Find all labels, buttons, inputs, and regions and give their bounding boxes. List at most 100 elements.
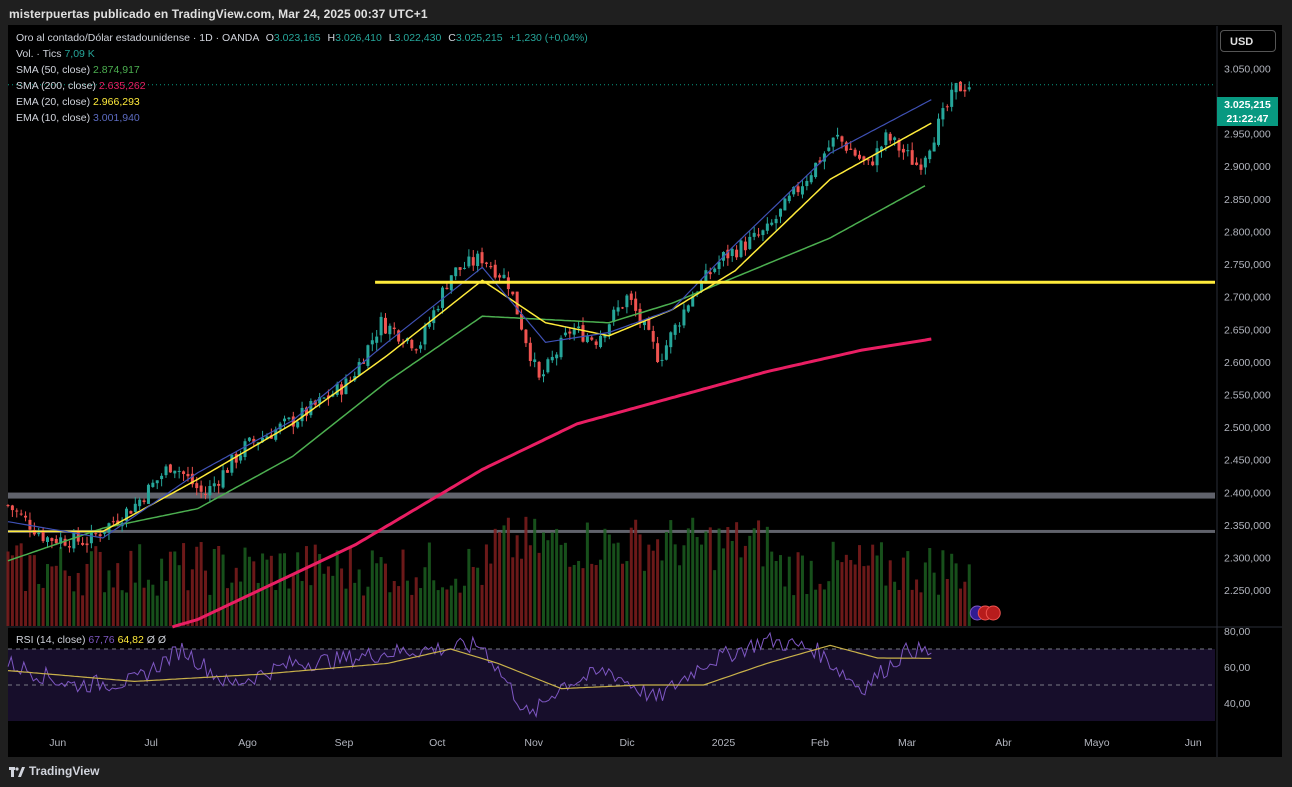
- sma50-legend[interactable]: SMA (50, close) 2.874,917: [16, 64, 140, 76]
- volume-bar: [559, 544, 563, 626]
- volume-bar: [335, 550, 339, 626]
- time-tick-label: Jun: [49, 737, 66, 749]
- volume-bar: [515, 535, 519, 626]
- volume-bar: [682, 545, 686, 626]
- candle-body: [779, 208, 783, 217]
- chart-frame[interactable]: [8, 25, 1282, 757]
- price-tick-label: 2.800,000: [1224, 226, 1271, 238]
- volume-bar: [607, 534, 611, 626]
- volume-bar: [748, 535, 752, 626]
- volume-bar: [686, 528, 690, 626]
- volume-bar: [673, 544, 677, 626]
- symbol-legend[interactable]: Oro al contado/Dólar estadounidense · 1D…: [16, 32, 588, 44]
- volume-bar: [704, 531, 708, 626]
- candle-body: [752, 232, 756, 237]
- volume-bar: [278, 553, 282, 626]
- ema10-legend[interactable]: EMA (10, close) 3.001,940: [16, 112, 140, 124]
- volume-bar: [265, 559, 269, 626]
- volume-bar: [357, 569, 361, 626]
- sma200-legend[interactable]: SMA (200, close) 2.635,262: [16, 80, 146, 92]
- volume-bar: [94, 546, 98, 626]
- price-tick-label: 2.450,000: [1224, 455, 1271, 467]
- candle-body: [221, 470, 225, 488]
- time-tick-label: Ago: [238, 737, 257, 749]
- low-value: 3.022,430: [394, 32, 442, 44]
- volume-value: 7,09 K: [64, 48, 95, 60]
- candle-body: [642, 321, 646, 326]
- volume-bar: [81, 595, 85, 626]
- candle-body: [46, 537, 50, 542]
- candle-body: [445, 287, 449, 290]
- price-tick-label: 2.350,000: [1224, 520, 1271, 532]
- candle-body: [278, 423, 282, 430]
- candle-body: [713, 268, 717, 272]
- time-tick-label: Nov: [524, 737, 543, 749]
- candle-body: [296, 421, 300, 428]
- volume-bar: [256, 582, 260, 626]
- tradingview-footer[interactable]: TradingView: [9, 764, 99, 778]
- candle-body: [480, 252, 484, 264]
- volume-bar: [221, 554, 225, 626]
- candle-body: [748, 236, 752, 249]
- candle-body: [928, 150, 932, 160]
- ema20-value: 2.966,293: [93, 96, 140, 108]
- price-tick-label: 2.950,000: [1224, 129, 1271, 141]
- candle-body: [629, 293, 633, 300]
- candle-body: [81, 542, 85, 545]
- candle-body: [6, 505, 10, 507]
- candle-body: [897, 139, 901, 151]
- volume-bar: [524, 516, 528, 626]
- candle-body: [700, 280, 704, 292]
- currency-button[interactable]: USD: [1220, 30, 1276, 52]
- price-tick-label: 2.300,000: [1224, 553, 1271, 565]
- candle-body: [94, 533, 98, 535]
- volume-bar: [910, 589, 914, 626]
- volume-bar: [787, 556, 791, 626]
- volume-bar: [849, 560, 853, 626]
- volume-bar: [160, 558, 164, 626]
- volume-bar: [669, 520, 673, 626]
- candle-body: [247, 437, 251, 441]
- candle-body: [594, 341, 598, 345]
- volume-bar: [24, 590, 28, 626]
- candle-body: [836, 134, 840, 137]
- volume-bar: [212, 548, 216, 626]
- volume-legend[interactable]: Vol. · Tics 7,09 K: [16, 48, 95, 60]
- volume-bar: [142, 587, 146, 626]
- candle-body: [941, 108, 945, 120]
- volume-bar: [836, 560, 840, 626]
- volume-bar: [528, 545, 532, 626]
- rsi-legend[interactable]: RSI (14, close) 67,76 64,82 Ø Ø: [16, 634, 166, 646]
- ma-line-sma-200-close-: [171, 337, 932, 629]
- candle-body: [151, 482, 155, 487]
- candle-body: [32, 529, 36, 535]
- last-price: 3.025,215: [1224, 99, 1271, 111]
- volume-bar: [822, 589, 826, 626]
- candle-body: [50, 538, 54, 541]
- volume-bar: [107, 570, 111, 626]
- candle-body: [397, 330, 401, 342]
- candle-body: [85, 543, 89, 546]
- volume-bar: [923, 562, 927, 626]
- ema20-legend[interactable]: EMA (20, close) 2.966,293: [16, 96, 140, 108]
- rsi-label: RSI (14, close): [16, 634, 86, 646]
- candle-body: [686, 305, 690, 312]
- volume-bar: [963, 581, 967, 626]
- candle-body: [910, 150, 914, 165]
- candle-body: [511, 291, 515, 295]
- candle-body: [300, 407, 304, 422]
- volume-bar: [164, 580, 168, 626]
- candle-body: [37, 533, 41, 535]
- volume-bar: [50, 566, 54, 626]
- candle-body: [783, 198, 787, 211]
- volume-bar: [770, 551, 774, 626]
- candle-body: [208, 486, 212, 496]
- volume-bar: [871, 544, 875, 626]
- volume-bar: [893, 581, 897, 626]
- ma-line-sma-50-close-: [7, 185, 926, 562]
- candle-body: [489, 266, 493, 268]
- candle-body: [678, 325, 682, 327]
- candle-body: [739, 240, 743, 257]
- volume-bar: [63, 570, 67, 626]
